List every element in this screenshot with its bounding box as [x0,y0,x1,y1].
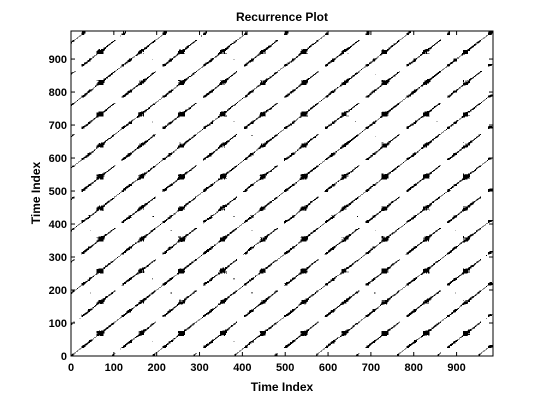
y-tick-label: 500 [49,186,67,198]
x-tick-label: 100 [105,362,123,374]
x-tick-label: 800 [405,362,423,374]
x-tick-label: 0 [68,362,74,374]
axes-frame [70,30,494,357]
x-tick-label: 500 [276,362,294,374]
x-axis-label: Time Index [250,380,314,394]
y-tick-label: 600 [49,153,67,165]
recurrence-marks [71,31,493,356]
y-tick-label: 300 [49,252,67,264]
y-tick-label: 900 [49,54,67,66]
y-tick-label: 800 [49,87,67,99]
y-tick-label: 100 [49,318,67,330]
y-tick-label: 400 [49,219,67,231]
x-tick-label: 600 [319,362,337,374]
chart-title: Recurrence Plot [235,10,329,24]
x-tick-label: 300 [190,362,208,374]
x-tick-label: 400 [233,362,251,374]
recurrence-matrix [71,31,493,356]
x-axis-ticks: 0 100 200 300 400 500 600 700 800 900 [68,31,466,374]
y-tick-label: 0 [61,351,67,363]
y-axis-ticks: 0 100 200 300 400 500 600 700 800 900 [49,54,493,363]
x-tick-label: 700 [362,362,380,374]
y-tick-label: 700 [49,120,67,132]
y-tick-label: 200 [49,285,67,297]
x-tick-label: 900 [447,362,465,374]
x-tick-label: 200 [148,362,166,374]
